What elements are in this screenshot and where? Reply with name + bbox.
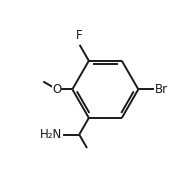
Text: H₂N: H₂N <box>40 128 62 141</box>
Text: F: F <box>75 29 82 42</box>
Text: Br: Br <box>155 83 168 96</box>
Text: O: O <box>52 83 61 96</box>
